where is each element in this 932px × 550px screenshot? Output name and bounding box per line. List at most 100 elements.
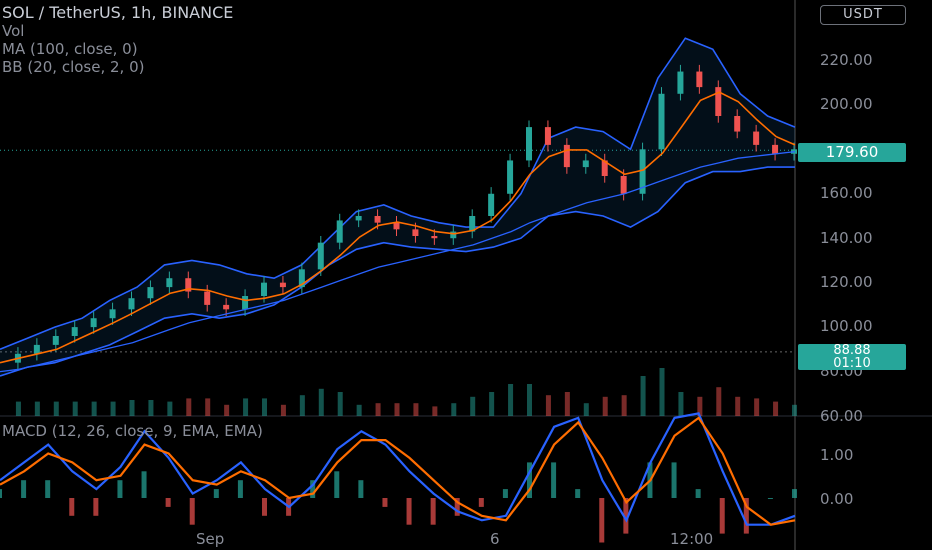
volume-bar — [356, 404, 362, 416]
volume-bar — [716, 387, 722, 416]
macd-histogram-bar — [792, 489, 797, 498]
macd-histogram-bar — [93, 498, 99, 516]
volume-bar — [470, 396, 476, 416]
macd-histogram-bar — [719, 498, 725, 534]
volume-bar — [110, 401, 116, 416]
volume-bar — [735, 396, 741, 416]
volume-bar — [413, 403, 419, 416]
volume-bar — [451, 403, 457, 416]
macd-histogram-bar — [165, 498, 171, 507]
volume-bar — [318, 388, 324, 416]
volume-bar — [773, 401, 779, 416]
macd-histogram-bar — [575, 489, 581, 498]
volume-bar — [72, 401, 78, 416]
macd-histogram-bar — [430, 498, 436, 525]
macd-histogram-bar — [334, 471, 340, 498]
signal-line — [0, 416, 796, 526]
volume-bar — [224, 404, 230, 416]
volume-bar — [564, 392, 570, 416]
volume-bar — [602, 396, 608, 416]
volume-bar — [792, 404, 797, 416]
macd-histogram-bar — [527, 462, 532, 498]
volume-bar — [659, 368, 665, 416]
volume-bar — [545, 395, 551, 416]
volume-bar — [754, 398, 760, 416]
price-tick: 60.00 — [820, 407, 863, 425]
macd-histogram-bar — [21, 480, 27, 498]
bb-upper-line — [0, 37, 796, 351]
bb-fill — [0, 38, 795, 376]
macd-histogram-bar — [358, 480, 364, 498]
macd-histogram-bar — [382, 498, 388, 507]
macd-histogram-bar — [213, 489, 219, 498]
macd-histogram-bar — [623, 498, 629, 534]
price-tick: 140.00 — [820, 229, 873, 247]
macd-histogram-bar — [237, 480, 243, 498]
macd-tick: 0.00 — [820, 490, 854, 508]
macd-tick: 1.00 — [820, 446, 854, 464]
volume-bar — [91, 401, 97, 416]
macd-histogram-bar — [0, 489, 2, 498]
volume-bar — [205, 398, 211, 416]
price-tick: 200.00 — [820, 95, 873, 113]
macd-histogram-bar — [478, 498, 484, 507]
last-price-label: 179.60 — [798, 143, 906, 162]
volume-bar — [640, 376, 646, 416]
volume-bar — [34, 401, 40, 416]
volume-bar — [129, 400, 135, 416]
bar-countdown: 01:10 — [833, 356, 871, 371]
volume-bar — [299, 395, 305, 416]
macd-histogram-bar — [454, 498, 460, 516]
vol-label[interactable]: Vol — [2, 22, 25, 40]
volume-bar — [508, 384, 514, 416]
symbol-title[interactable]: SOL / TetherUS, 1h, BINANCE — [2, 3, 234, 22]
macd-histogram-bar — [69, 498, 75, 516]
price-tick: 120.00 — [820, 273, 873, 291]
bb-lower-line — [0, 166, 795, 377]
macd-histogram-bar — [502, 489, 508, 498]
macd-histogram-bar — [117, 480, 123, 498]
macd-histogram-bar — [695, 489, 701, 498]
time-tick: 6 — [490, 530, 500, 548]
volume-bar — [280, 404, 286, 416]
volume-bar — [489, 392, 495, 416]
macd-histogram-bar — [262, 498, 267, 516]
bb-label[interactable]: BB (20, close, 2, 0) — [2, 58, 145, 76]
volume-bar — [148, 400, 154, 416]
currency-button[interactable]: USDT — [820, 5, 906, 25]
price-tick: 220.00 — [820, 51, 873, 69]
ma-line — [0, 150, 796, 373]
volume-bar — [337, 392, 343, 416]
macd-histogram-bar — [551, 462, 557, 498]
ma-label[interactable]: MA (100, close, 0) — [2, 40, 138, 58]
volume-bar — [432, 406, 438, 416]
chart-legend: SOL / TetherUS, 1h, BINANCE Vol MA (100,… — [2, 3, 234, 77]
volume-bar — [621, 395, 627, 416]
volume-bar — [394, 403, 400, 416]
macd-histogram-bar — [743, 498, 749, 534]
volume-bar — [186, 398, 192, 416]
volume-bar — [697, 396, 703, 416]
price-tick: 100.00 — [820, 317, 873, 335]
crosshair-price: 88.88 — [833, 343, 871, 358]
macd-histogram-bar — [599, 498, 605, 543]
volume-bar — [375, 403, 381, 416]
bb-basis-line — [0, 91, 796, 364]
macd-histogram-bar — [141, 471, 147, 498]
macd-histogram-bar — [767, 498, 773, 499]
volume-bar — [262, 398, 267, 416]
price-tick: 160.00 — [820, 184, 873, 202]
volume-bar — [167, 401, 173, 416]
macd-legend[interactable]: MACD (12, 26, close, 9, EMA, EMA) — [2, 422, 263, 440]
time-tick: 12:00 — [670, 530, 714, 548]
volume-bar — [527, 384, 532, 416]
volume-bar — [15, 401, 21, 416]
macd-line — [0, 412, 796, 526]
volume-bar — [243, 398, 249, 416]
macd-histogram-bar — [189, 498, 195, 525]
macd-histogram-bar — [671, 462, 677, 498]
volume-bar — [583, 403, 589, 416]
macd-histogram-bar — [310, 480, 316, 498]
